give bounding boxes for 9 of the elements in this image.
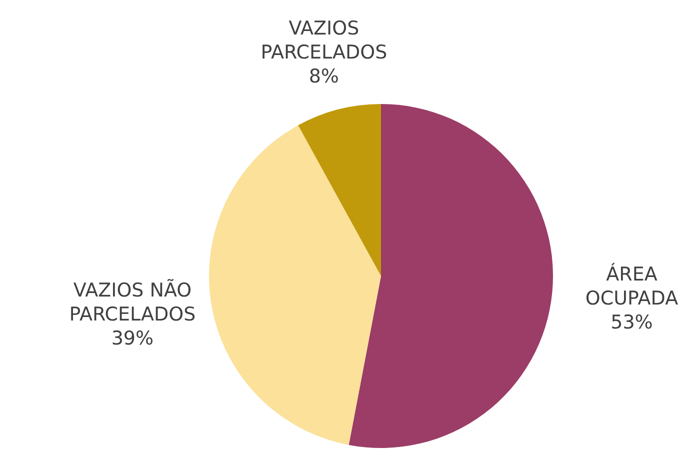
data-label: 39%	[111, 328, 154, 350]
slice-label: VAZIOS PARCELADOS	[260, 18, 388, 64]
pie-slice	[298, 104, 381, 276]
pie-slice	[209, 125, 381, 445]
pie-slice	[348, 104, 553, 448]
slice-label: VAZIOS NÃO PARCELADOS	[69, 278, 196, 326]
slice-label: ÁREA OCUPADA	[585, 262, 678, 310]
data-label: 53%	[610, 312, 653, 334]
data-label: 8%	[308, 66, 340, 88]
